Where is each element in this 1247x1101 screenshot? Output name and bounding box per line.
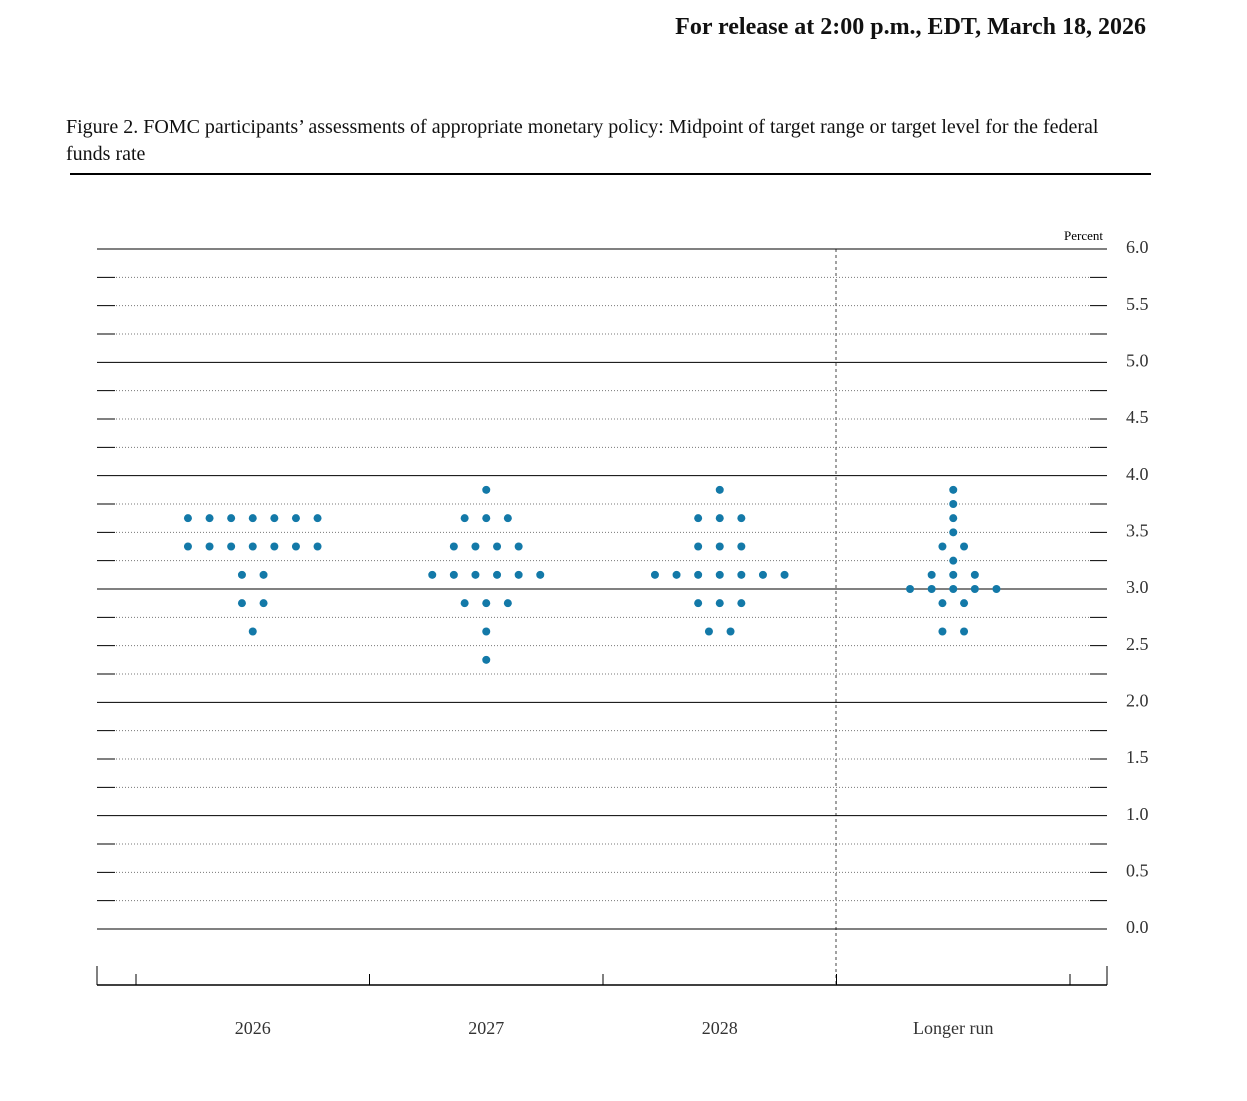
dot	[205, 514, 214, 523]
dot	[270, 542, 279, 551]
dot	[503, 599, 512, 608]
dot	[737, 542, 746, 551]
y-tick-label: 5.5	[1126, 294, 1149, 314]
dot	[514, 542, 523, 551]
dot	[482, 655, 491, 664]
dot	[949, 485, 958, 494]
dot	[237, 570, 246, 579]
title-rule	[70, 173, 1151, 175]
x-tick-label: 2028	[702, 1018, 738, 1038]
dot	[650, 570, 659, 579]
dot	[514, 570, 523, 579]
y-tick-label: 5.0	[1126, 350, 1149, 370]
x-tick-label: 2027	[468, 1018, 504, 1038]
dot	[715, 542, 724, 551]
dot	[949, 514, 958, 523]
dot	[460, 599, 469, 608]
dot	[938, 627, 947, 636]
dot	[715, 514, 724, 523]
dot	[449, 542, 458, 551]
y-tick-label: 6.0	[1126, 237, 1149, 257]
dot	[536, 570, 545, 579]
dot	[970, 570, 979, 579]
dot	[205, 542, 214, 551]
dot	[960, 627, 969, 636]
dot	[992, 585, 1001, 593]
dot	[482, 485, 491, 494]
dot	[949, 585, 958, 593]
dot	[248, 542, 257, 551]
dot	[471, 542, 480, 551]
dot	[248, 514, 257, 523]
dot	[248, 627, 257, 636]
dot	[503, 514, 512, 523]
dot	[715, 599, 724, 608]
y-tick-label: 1.0	[1126, 804, 1149, 824]
dot	[259, 599, 268, 608]
dot	[183, 514, 192, 523]
y-tick-label: 4.0	[1126, 464, 1149, 484]
dot	[493, 570, 502, 579]
dot	[780, 570, 789, 579]
dot	[737, 514, 746, 523]
dot	[737, 599, 746, 608]
dot	[270, 514, 279, 523]
dot	[449, 570, 458, 579]
x-tick-label: Longer run	[913, 1018, 993, 1038]
chart-title: Figure 2. FOMC participants’ assessments…	[66, 116, 1099, 165]
unit-label: Percent	[1064, 228, 1103, 243]
dot	[259, 570, 268, 579]
y-tick-label: 3.0	[1126, 577, 1149, 597]
dot	[482, 599, 491, 608]
x-tick-label: 2026	[235, 1018, 271, 1038]
dot	[471, 570, 480, 579]
dot	[949, 556, 958, 565]
dot	[949, 570, 958, 579]
dot	[291, 514, 300, 523]
dot	[715, 570, 724, 579]
dot	[694, 599, 703, 608]
release-note: For release at 2:00 p.m., EDT, March 18,…	[675, 14, 1146, 40]
y-tick-label: 0.5	[1126, 860, 1149, 880]
dot	[694, 514, 703, 523]
dot	[970, 585, 979, 593]
dot	[313, 514, 322, 523]
dot	[704, 627, 713, 636]
dot	[227, 514, 236, 523]
dot	[758, 570, 767, 579]
dot	[227, 542, 236, 551]
dot	[938, 542, 947, 551]
dot	[482, 627, 491, 636]
dot	[927, 570, 936, 579]
dot	[291, 542, 300, 551]
dot	[715, 485, 724, 494]
dot	[313, 542, 322, 551]
dot	[237, 599, 246, 608]
dot	[949, 528, 958, 537]
y-tick-label: 4.5	[1126, 407, 1149, 427]
dot	[927, 585, 936, 593]
dot	[960, 599, 969, 608]
dot	[960, 542, 969, 551]
dot	[694, 570, 703, 579]
y-tick-label: 2.0	[1126, 690, 1149, 710]
dot	[906, 585, 915, 593]
y-tick-label: 1.5	[1126, 747, 1149, 767]
y-tick-label: 0.0	[1126, 917, 1149, 937]
y-tick-label: 3.5	[1126, 520, 1149, 540]
dot	[726, 627, 735, 636]
dot	[183, 542, 192, 551]
dot	[460, 514, 469, 523]
dot	[694, 542, 703, 551]
dot	[737, 570, 746, 579]
y-tick-label: 2.5	[1126, 634, 1149, 654]
dot	[938, 599, 947, 608]
dot	[493, 542, 502, 551]
dot	[428, 570, 437, 579]
dot	[949, 500, 958, 508]
dot	[482, 514, 491, 523]
dot	[672, 570, 681, 579]
